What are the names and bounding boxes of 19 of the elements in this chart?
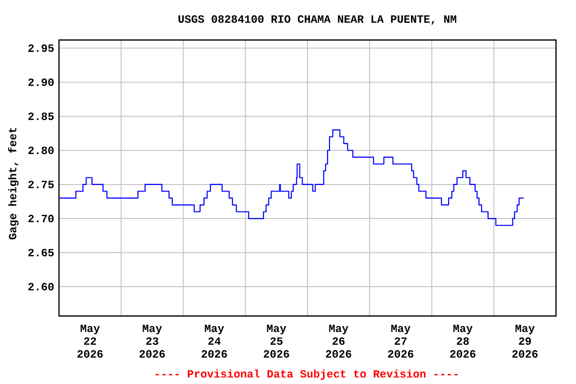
y-tick-label: 2.60 (28, 282, 54, 290)
y-tick-label: 2.95 (28, 44, 54, 52)
y-tick-label: 2.75 (28, 180, 54, 188)
y-tick-label: 2.90 (28, 78, 54, 86)
y-tick-label: 2.85 (28, 112, 54, 120)
y-tick-label: 2.65 (28, 248, 54, 256)
chart-title: USGS 08284100 RIO CHAMA NEAR LA PUENTE, NM (178, 15, 456, 25)
x-tick-label: May 28 2026 (450, 324, 476, 358)
x-tick-label: May 26 2026 (326, 324, 352, 358)
x-tick-label: May 22 2026 (77, 324, 103, 358)
text: ---- Provisional Data Subject to Revision ---- (156, 370, 458, 380)
y-tick-label: 2.70 (28, 214, 54, 222)
x-tick-label: May 27 2026 (388, 324, 414, 358)
x-tick-label: May 25 2026 (264, 324, 290, 358)
x-tick-label: May 29 2026 (512, 324, 538, 358)
y-tick-label: 2.80 (28, 146, 54, 154)
y-axis-title: Gage height, feet (8, 128, 19, 240)
x-tick-label: May 24 2026 (202, 324, 227, 358)
x-tick-label: May 23 2026 (140, 324, 165, 358)
